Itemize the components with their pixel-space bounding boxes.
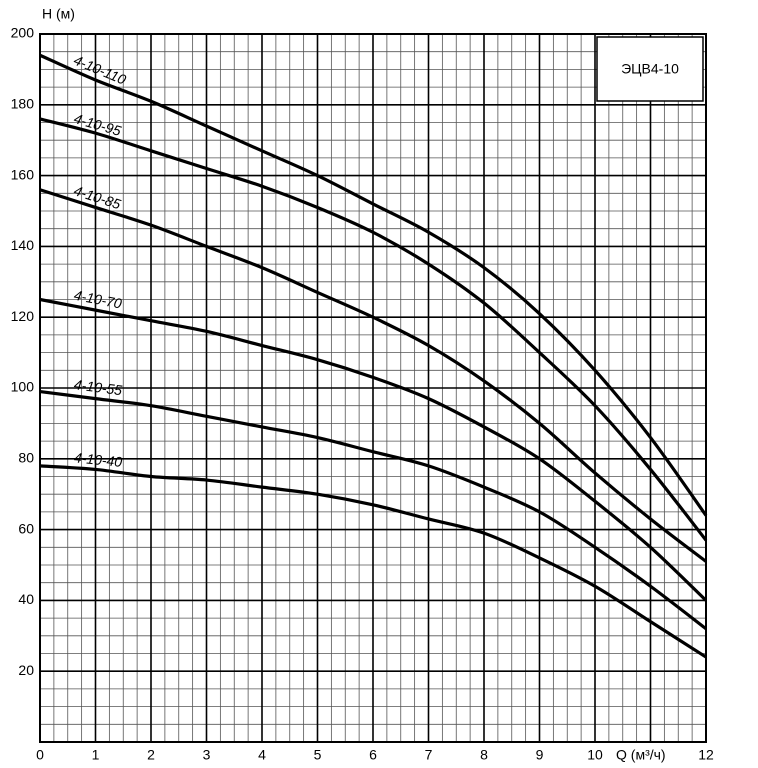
y-tick-label: 180	[11, 96, 35, 112]
x-tick-label: 12	[698, 747, 714, 763]
x-tick-label: 2	[147, 747, 155, 763]
y-tick-label: 200	[11, 25, 35, 41]
pump-curve	[39, 188, 707, 563]
series-label: 4-10-40	[73, 449, 123, 470]
y-axis-label: H (м)	[42, 6, 75, 22]
series-label: 4-10-55	[73, 376, 123, 398]
y-tick-label: 80	[18, 450, 34, 466]
y-tick-label: 40	[18, 591, 34, 607]
y-tick-label: 140	[11, 237, 35, 253]
title-box	[596, 36, 704, 102]
y-tick-label: 160	[11, 166, 35, 182]
pump-curve	[39, 297, 708, 602]
x-tick-label: 6	[369, 747, 377, 763]
x-tick-label: 9	[536, 747, 544, 763]
x-tick-label: 0	[36, 747, 44, 763]
x-tick-label: 3	[203, 747, 211, 763]
x-axis-label: Q (м³/ч)	[616, 747, 666, 763]
x-tick-label: 8	[480, 747, 488, 763]
pump-curve	[39, 53, 708, 517]
pump-curve	[39, 464, 707, 659]
pump-curve	[39, 389, 707, 630]
y-tick-label: 60	[18, 520, 34, 536]
y-tick-label: 100	[11, 379, 35, 395]
chart-title: ЭЦВ4-10	[621, 61, 679, 77]
x-tick-label: 5	[314, 747, 322, 763]
x-tick-label: 4	[258, 747, 266, 763]
y-tick-label: 120	[11, 308, 35, 324]
x-tick-label: 7	[425, 747, 433, 763]
x-tick-label: 10	[587, 747, 603, 763]
plot-frame	[39, 33, 707, 743]
pump-curve	[39, 117, 708, 542]
x-tick-label: 1	[92, 747, 100, 763]
y-tick-label: 20	[18, 662, 34, 678]
